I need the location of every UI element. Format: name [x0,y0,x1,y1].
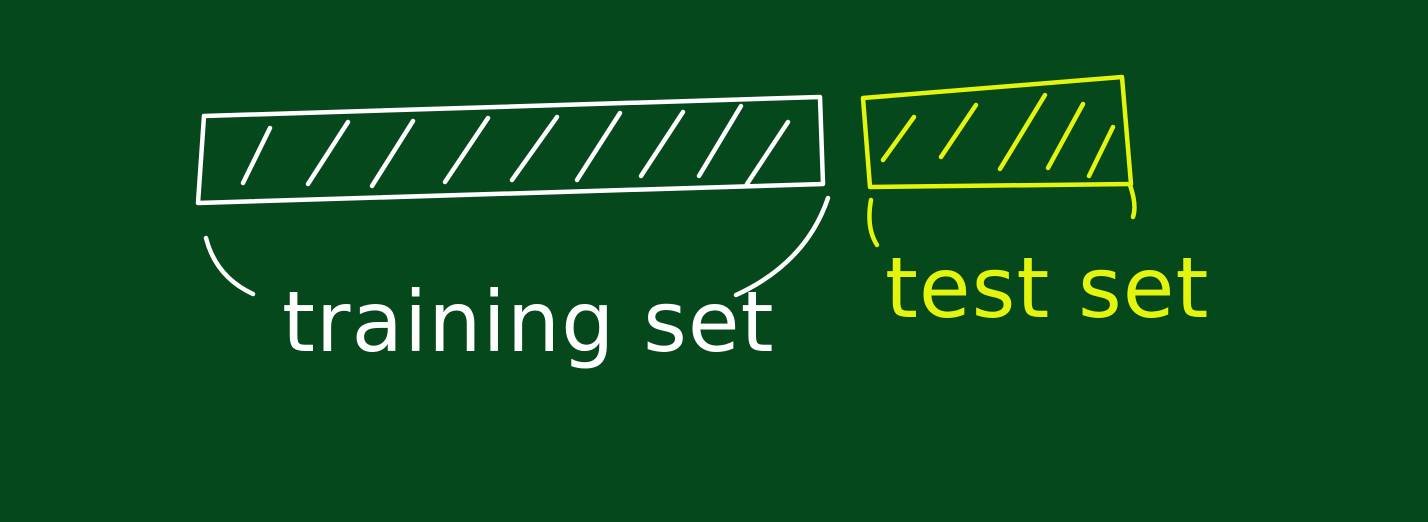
test-set-label: test set [885,239,1210,337]
test-set-hatching [880,92,1116,179]
training-set-group [195,94,831,298]
test-set-bracket [867,182,1137,248]
training-set-bracket [203,195,831,298]
training-set-bar [195,94,826,206]
training-set-label: training set [282,273,775,371]
test-set-group [860,74,1137,248]
training-set-hatching [240,103,791,189]
